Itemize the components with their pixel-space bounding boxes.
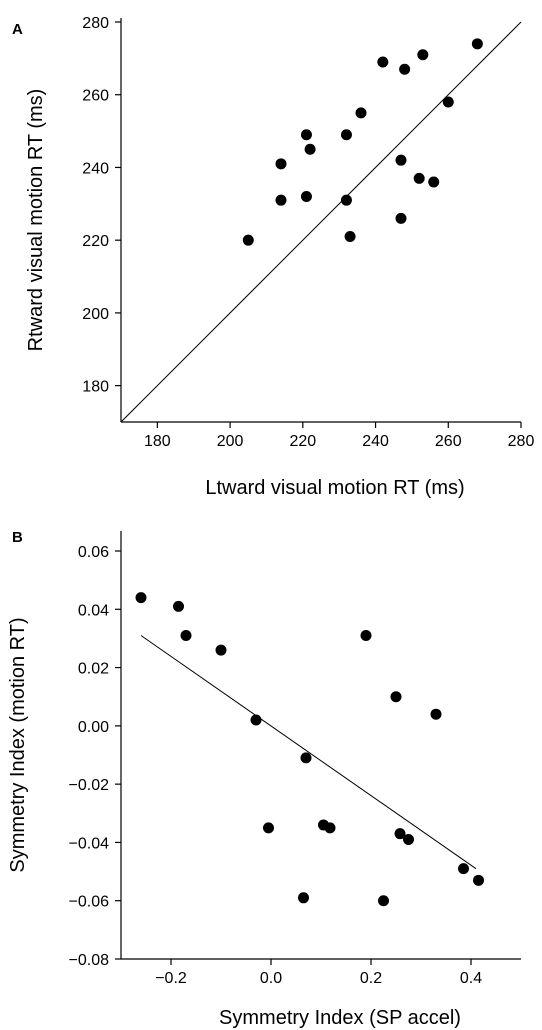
x-tick-label: 260: [435, 433, 462, 450]
data-point: [417, 49, 429, 61]
y-tick-label: 0.06: [78, 544, 109, 561]
panel-b-letter: B: [12, 529, 23, 546]
data-point: [471, 38, 483, 50]
data-point: [430, 708, 442, 720]
y-tick-label: 180: [82, 379, 109, 396]
x-tick-label: 0.2: [360, 970, 382, 987]
x-tick-label: 0.4: [460, 970, 482, 987]
panel-b: B −0.2 0.0 0.2 0.4 0.06 0.04 0.02 0.00 −0.02 −0.…: [7, 529, 521, 1029]
data-point: [275, 194, 287, 206]
panel-a-letter: A: [12, 21, 23, 38]
y-tick-label: −0.02: [69, 777, 110, 794]
panel-a-x-label: Ltward visual motion RT (ms): [205, 477, 464, 499]
data-point: [344, 231, 356, 243]
data-point: [390, 691, 402, 703]
data-point: [298, 892, 309, 904]
data-point: [135, 592, 147, 604]
data-point: [395, 154, 407, 166]
x-tick-label: 220: [289, 433, 316, 450]
y-tick-label: 220: [82, 233, 109, 250]
panel-a-y-ticks: 180 200 220 240 260 280: [82, 15, 121, 396]
panel-b-y-ticks: 0.06 0.04 0.02 0.00 −0.02 −0.04 −0.06 −0.08: [69, 544, 121, 969]
x-tick-label: 280: [508, 433, 535, 450]
data-point: [173, 600, 184, 612]
x-tick-label: 0.0: [260, 970, 282, 987]
data-point: [399, 63, 411, 75]
panel-b-regression-line: [140, 635, 477, 870]
panel-a-x-ticks: 180 200 220 240 260 280: [144, 422, 534, 450]
data-point: [395, 212, 407, 224]
data-point: [215, 644, 227, 656]
y-tick-label: −0.08: [69, 952, 110, 969]
panel-a-identity-line: [120, 21, 522, 423]
panel-b-x-label: Symmetry Index (SP accel): [219, 1007, 461, 1029]
data-point: [242, 234, 254, 246]
data-point: [250, 714, 262, 726]
panel-a: A 180 200 220 240 260 280 180200220240260280 …: [12, 15, 534, 499]
y-tick-label: 240: [82, 160, 109, 177]
panel-a-y-label: Rtward visual motion RT (ms): [25, 89, 47, 352]
x-tick-label: −0.2: [155, 970, 187, 987]
data-point: [324, 822, 336, 834]
y-tick-label: 280: [82, 15, 109, 32]
panel-b-points: [135, 592, 484, 907]
data-point: [473, 874, 484, 886]
y-tick-label: 0.02: [78, 661, 109, 678]
y-tick-label: −0.06: [69, 894, 110, 911]
panel-a-points: [242, 38, 483, 246]
x-tick-label: 240: [362, 433, 389, 450]
y-tick-label: 200: [82, 306, 109, 323]
data-point: [355, 107, 367, 119]
data-point: [413, 172, 425, 184]
data-point: [304, 143, 316, 155]
data-point: [300, 752, 312, 764]
panel-b-y-label: Symmetry Index (motion RT): [7, 617, 29, 872]
data-point: [428, 176, 440, 188]
panel-b-x-ticks: −0.2 0.0 0.2 0.4: [155, 959, 482, 987]
data-point: [300, 129, 312, 141]
data-point: [263, 822, 274, 834]
y-tick-label: 260: [82, 88, 109, 105]
data-point: [442, 96, 454, 108]
data-point: [360, 630, 372, 642]
data-point: [378, 895, 389, 907]
data-point: [340, 129, 352, 141]
y-tick-label: 0.00: [78, 719, 109, 736]
data-point: [300, 191, 312, 203]
data-point: [377, 56, 389, 68]
data-point: [394, 828, 406, 840]
data-point: [340, 194, 352, 206]
x-tick-label: 180: [144, 433, 171, 450]
x-tick-label: 200: [217, 433, 244, 450]
data-point: [275, 158, 287, 170]
y-tick-label: 0.04: [78, 602, 109, 619]
data-point: [458, 863, 469, 875]
y-tick-label: −0.04: [69, 835, 110, 852]
data-point: [403, 834, 414, 846]
data-point: [180, 630, 192, 642]
